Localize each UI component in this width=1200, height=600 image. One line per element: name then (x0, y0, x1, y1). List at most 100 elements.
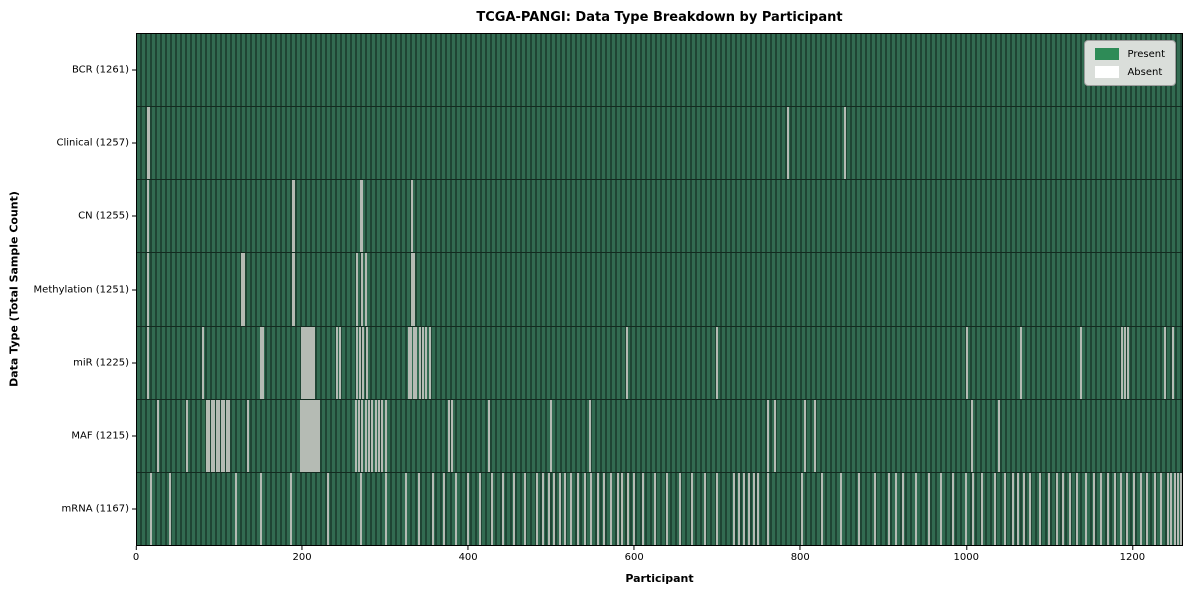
y-tick-mrna: mRNA (1167) (62, 504, 136, 515)
x-tick-label: 200 (292, 552, 312, 563)
absent-mark (873, 472, 876, 545)
absent-mark (616, 472, 619, 545)
absent-mark (202, 326, 205, 399)
y-tick-bcr: BCR (1261) (72, 64, 136, 75)
y-tick-mark (132, 215, 136, 217)
absent-mark (1113, 472, 1116, 545)
legend-item-present: Present (1095, 48, 1165, 60)
absent-mark (169, 472, 172, 545)
absent-mark (428, 326, 431, 399)
absent-mark (742, 472, 745, 545)
absent-mark (361, 180, 364, 253)
absent-mark (610, 472, 613, 545)
heatmap-row-bcr (137, 34, 1182, 107)
absent-mark (411, 253, 414, 326)
absent-mark (803, 399, 806, 472)
absent-mark (310, 326, 313, 399)
absent-mark (1163, 326, 1166, 399)
absent-mark (786, 107, 789, 180)
absent-mark (227, 399, 230, 472)
absent-mark (1160, 472, 1163, 545)
legend-label-present: Present (1127, 48, 1165, 60)
absent-mark (425, 326, 428, 399)
x-tick-label: 0 (132, 552, 140, 563)
absent-mark (840, 472, 843, 545)
absent-mark (291, 253, 294, 326)
absent-mark (747, 472, 750, 545)
absent-mark (311, 399, 314, 472)
absent-mark (626, 472, 629, 545)
legend-label-absent: Absent (1127, 66, 1163, 78)
absent-mark (362, 326, 365, 399)
x-tick-mark (799, 546, 801, 550)
absent-mark (1075, 472, 1078, 545)
absent-mark (315, 399, 317, 472)
absent-mark (185, 399, 188, 472)
absent-mark (939, 472, 942, 545)
absent-mark (450, 399, 453, 472)
absent-mark (290, 472, 293, 545)
absent-mark (307, 326, 310, 399)
absent-mark (1016, 472, 1019, 545)
absent-mark (1055, 472, 1058, 545)
absent-mark (625, 326, 628, 399)
y-tick-label: mRNA (1167) (61, 503, 129, 515)
absent-mark (442, 472, 445, 545)
y-tick-label: CN (1255) (78, 210, 129, 222)
x-tick-mark (633, 546, 635, 550)
absent-mark (356, 253, 359, 326)
x-tick-mark (467, 546, 469, 550)
absent-mark (1180, 472, 1182, 545)
absent-mark (542, 472, 545, 545)
absent-mark (703, 472, 706, 545)
y-axis-ticks: BCR (1261) Clinical (1257) CN (1255) Methyl… (0, 33, 136, 546)
absent-mark (488, 399, 491, 472)
absent-mark (371, 399, 374, 472)
absent-mark (418, 326, 421, 399)
heatmap-row-mir (137, 325, 1182, 399)
absent-mark (888, 472, 891, 545)
absent-mark (570, 472, 573, 545)
absent-mark (576, 472, 579, 545)
absent-mark (415, 326, 418, 399)
absent-mark (914, 472, 917, 545)
y-tick-mark (132, 142, 136, 144)
absent-mark (316, 399, 319, 472)
absent-mark (412, 253, 415, 326)
absent-mark (800, 472, 803, 545)
absent-mark (381, 399, 384, 472)
absent-mark (1022, 472, 1025, 545)
y-tick-mark (132, 508, 136, 510)
absent-mark (305, 399, 308, 472)
absent-mark (261, 326, 264, 399)
y-tick-cn: CN (1255) (78, 211, 136, 222)
absent-mark (355, 326, 358, 399)
absent-mark (1084, 472, 1087, 545)
absent-mark (1173, 472, 1176, 545)
x-tick-0: 0 (133, 546, 139, 563)
absent-mark (653, 472, 656, 545)
legend-swatch-absent-icon (1095, 66, 1120, 78)
absent-mark (1119, 472, 1122, 545)
absent-mark (1146, 472, 1149, 545)
absent-mark (1170, 472, 1173, 545)
y-tick-mir: miR (1225) (73, 357, 136, 368)
absent-mark (360, 253, 363, 326)
x-tick-200: 200 (293, 546, 312, 563)
absent-mark (312, 326, 315, 399)
absent-mark (993, 472, 996, 545)
absent-mark (147, 107, 150, 180)
absent-mark (205, 399, 208, 472)
absent-mark (150, 472, 153, 545)
absent-mark (550, 399, 553, 472)
absent-mark (981, 472, 984, 545)
absent-mark (895, 472, 898, 545)
absent-mark (1153, 472, 1156, 545)
absent-mark (326, 472, 329, 545)
absent-mark (247, 399, 250, 472)
absent-mark (737, 472, 740, 545)
absent-mark (308, 399, 311, 472)
absent-mark (774, 399, 777, 472)
heatmap-row-maf (137, 398, 1182, 472)
heatmap-row-methylation (137, 252, 1182, 326)
